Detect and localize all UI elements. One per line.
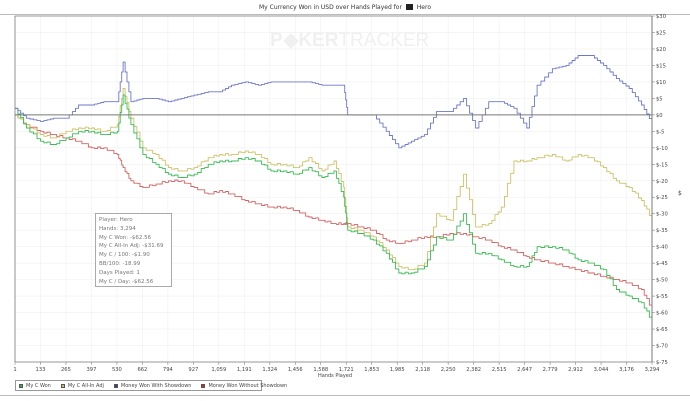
svg-text:265: 265 (61, 367, 71, 373)
legend-swatch-red (201, 383, 206, 388)
player-name: Hero (416, 4, 431, 11)
legend-label: Money Won Without Showdown (208, 382, 288, 389)
legend-swatch-yellow (60, 383, 65, 388)
svg-text:1,324: 1,324 (262, 367, 278, 373)
svg-text:662: 662 (137, 367, 147, 373)
svg-text:2,118: 2,118 (415, 367, 430, 373)
svg-text:927: 927 (188, 367, 198, 373)
chart-title-text: My Currency Won in USD over Hands Played… (259, 4, 402, 11)
stats-box: Player: Hero Hands: 3,294 My C Won: -$62… (95, 213, 172, 287)
svg-text:$-15: $-15 (656, 162, 668, 168)
series-lines (15, 55, 653, 321)
svg-text:397: 397 (86, 367, 96, 373)
svg-text:794: 794 (163, 367, 174, 373)
stat-days: Days Played: 1 (99, 269, 140, 276)
svg-text:$-40: $-40 (656, 245, 668, 251)
legend-swatch-green (19, 383, 23, 388)
svg-text:2,647: 2,647 (517, 367, 532, 373)
stat-allin-adj: My C All-In Adj: -$31.69 (99, 243, 164, 250)
svg-text:1,059: 1,059 (211, 367, 226, 373)
svg-text:2,382: 2,382 (466, 367, 481, 373)
stat-won: My C Won: -$62.56 (99, 234, 152, 241)
pokertracker-watermark: P◆KERTRACKER (270, 30, 429, 51)
svg-text:1,456: 1,456 (288, 367, 303, 373)
footer-divider (0, 395, 690, 396)
svg-text:$-5: $-5 (656, 129, 664, 135)
legend-item-with-showdown[interactable]: Money Won With Showdown (113, 382, 192, 389)
title-divider (0, 14, 690, 15)
svg-text:$-65: $-65 (656, 327, 668, 333)
svg-text:P◆KERTRACKER: P◆KERTRACKER (270, 30, 429, 51)
svg-text:$-75: $-75 (656, 360, 668, 366)
stat-per-day: My C / Day: -$62.56 (99, 278, 154, 285)
svg-text:1,853: 1,853 (364, 367, 379, 373)
legend: My C Won My C All-In Adj Money Won With … (15, 380, 287, 391)
svg-text:$-60: $-60 (656, 311, 668, 317)
y-axis-label: $ (678, 190, 682, 197)
svg-text:1: 1 (13, 367, 16, 373)
svg-text:$-70: $-70 (656, 344, 668, 350)
svg-text:1,588: 1,588 (313, 367, 328, 373)
svg-text:1,721: 1,721 (339, 367, 354, 373)
stat-per-100: My C / 100: -$1.90 (99, 252, 150, 259)
axes: $30 $25 $20 $15 $10 $5 $0 $-5 $-10 $-15 $-20 $-25 $-… (13, 14, 667, 373)
chart-title: My Currency Won in USD over Hands Played… (0, 4, 690, 11)
svg-text:2,779: 2,779 (543, 367, 558, 373)
svg-text:$-20: $-20 (656, 179, 668, 185)
svg-text:$-10: $-10 (656, 146, 668, 152)
svg-text:$25: $25 (656, 30, 666, 36)
svg-text:2,912: 2,912 (568, 367, 583, 373)
svg-text:$15: $15 (656, 63, 666, 69)
svg-text:1,191: 1,191 (237, 367, 252, 373)
svg-text:133: 133 (36, 367, 46, 373)
svg-text:3,044: 3,044 (594, 367, 610, 373)
svg-text:1,985: 1,985 (390, 367, 405, 373)
svg-text:$30: $30 (656, 14, 666, 20)
svg-text:3,176: 3,176 (619, 367, 634, 373)
svg-text:$-45: $-45 (656, 261, 668, 267)
legend-label: My C All-In Adj (67, 382, 104, 389)
legend-item-my-c-won[interactable]: My C Won (19, 383, 51, 389)
svg-text:2,250: 2,250 (441, 367, 456, 373)
svg-text:$-50: $-50 (656, 278, 668, 284)
svg-text:$-30: $-30 (656, 212, 668, 218)
legend-label: Money Won With Showdown (120, 382, 192, 389)
x-axis-label: Hands Played (318, 373, 353, 379)
svg-text:$-35: $-35 (656, 228, 668, 234)
svg-text:$5: $5 (656, 96, 663, 102)
legend-swatch-blue (113, 383, 118, 388)
svg-text:$10: $10 (656, 80, 666, 86)
stat-bb-100: BB/100: -18.99 (99, 260, 141, 267)
legend-item-without-showdown[interactable]: Money Won Without Showdown (201, 383, 287, 389)
svg-text:3,294: 3,294 (645, 367, 661, 373)
svg-text:530: 530 (112, 367, 122, 373)
legend-label: My C Won (26, 382, 51, 389)
legend-item-all-in-adj[interactable]: My C All-In Adj (60, 382, 104, 389)
svg-text:2,515: 2,515 (492, 367, 507, 373)
svg-text:$-55: $-55 (656, 294, 668, 300)
flag-icon (405, 4, 413, 10)
stat-hands: Hands: 3,294 (99, 225, 136, 232)
svg-text:$20: $20 (656, 47, 666, 53)
svg-text:$0: $0 (656, 113, 663, 119)
stat-player: Player: Hero (99, 217, 133, 223)
svg-text:$-25: $-25 (656, 195, 668, 201)
